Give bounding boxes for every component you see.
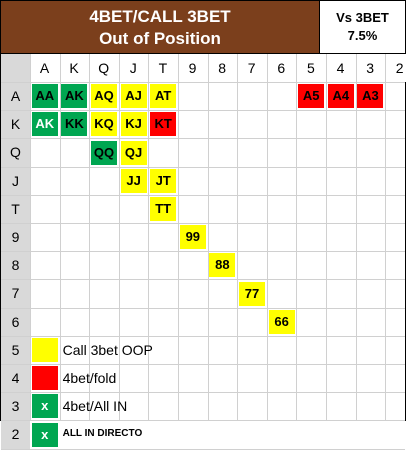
grid-line-horizontal [1, 307, 405, 309]
hand-cell-jj: JJ [120, 168, 147, 193]
column-header-8: 8 [207, 54, 237, 82]
hand-cell-99: 99 [179, 225, 206, 250]
row-header-8: 8 [1, 251, 30, 280]
hand-cell-qq: QQ [91, 140, 117, 165]
hand-cell-at: AT [150, 84, 177, 109]
row-header-A: A [1, 82, 30, 111]
column-header-A: A [30, 54, 59, 82]
grid-line-vertical [178, 54, 179, 420]
row-header-2: 2 [1, 420, 30, 449]
grid-line-vertical [296, 54, 298, 420]
hand-cell-88: 88 [209, 253, 236, 278]
column-header-4: 4 [326, 54, 355, 82]
grid-line-vertical [385, 54, 387, 420]
row-header-Q: Q [1, 138, 30, 167]
row-header-5: 5 [1, 335, 30, 364]
grid-line-horizontal [1, 166, 405, 168]
grid-line-vertical [326, 54, 327, 420]
grid-line-vertical [148, 54, 150, 420]
column-header-T: T [148, 54, 178, 82]
hand-cell-kt: KT [150, 112, 177, 137]
legend-label: 4bet/fold [62, 370, 117, 386]
row-header-4: 4 [1, 364, 30, 393]
title-line-2: Out of Position [99, 29, 221, 48]
grid-line-vertical [118, 54, 120, 420]
row-header-J: J [1, 166, 30, 195]
grid-line-horizontal [1, 335, 405, 337]
row-header-T: T [1, 194, 30, 223]
hand-cell-aa: AA [31, 84, 58, 109]
legend-label: 4bet/All IN [62, 398, 128, 415]
vs-label: Vs 3BET [336, 10, 389, 25]
grid-line-vertical [355, 54, 357, 420]
grid-line-horizontal [1, 251, 405, 253]
hand-cell-a5: A5 [298, 84, 325, 109]
grid-line-vertical [89, 54, 91, 420]
title-line-1: 4BET/CALL 3BET [89, 7, 231, 26]
hand-cell-tt: TT [150, 196, 177, 221]
legend-swatch-green: x [31, 422, 58, 447]
grid-line-horizontal [1, 82, 405, 83]
column-header-J: J [118, 54, 148, 82]
vs-3bet-box: Vs 3BET 7.5% [320, 1, 405, 54]
hand-cell-jt: JT [150, 168, 177, 193]
hand-cell-kk: KK [61, 112, 88, 137]
legend-label: ALL IN DIRECTO [62, 428, 143, 440]
row-header-7: 7 [1, 279, 30, 308]
column-header-3: 3 [355, 54, 385, 82]
grid-line-vertical [266, 54, 268, 420]
row-header-K: K [1, 110, 30, 139]
hand-cell-77: 77 [239, 281, 265, 306]
vs-percentage: 7.5% [347, 28, 378, 43]
hand-cell-aq: AQ [91, 84, 117, 109]
grid-line-vertical [207, 54, 209, 420]
grid-line-horizontal [1, 392, 405, 394]
hand-cell-a3: A3 [357, 84, 384, 109]
legend-label: Call 3bet OOP [62, 341, 153, 358]
column-header-Q: Q [89, 54, 119, 82]
row-header-6: 6 [1, 307, 30, 336]
hand-grid: A K Q J T 9 8 7 6 5 4 3 2 A K Q J T 9 8 7 6 5 4 3 2 AA AK AQ AJ AT A5 A4… [1, 54, 406, 450]
hand-cell-ak: AK [61, 84, 88, 109]
hand-cell-66: 66 [268, 309, 295, 334]
grid-line-horizontal [1, 110, 405, 112]
column-header-K: K [59, 54, 89, 82]
column-header-7: 7 [237, 54, 267, 82]
legend-swatch-yellow [31, 337, 58, 362]
grid-line-horizontal [1, 138, 405, 140]
column-header-2: 2 [385, 54, 406, 82]
hand-cell-qj: QJ [120, 140, 147, 165]
grid-line-horizontal [1, 279, 405, 281]
column-header-9: 9 [178, 54, 207, 82]
hand-cell-kj: KJ [120, 112, 147, 137]
legend-swatch-green: x [31, 394, 58, 419]
grid-line-vertical [30, 54, 31, 420]
row-header-9: 9 [1, 223, 30, 252]
hand-cell-aj: AJ [120, 84, 147, 109]
grid-line-horizontal [1, 364, 405, 365]
grid-line-horizontal [1, 194, 405, 196]
hand-cell-a4: A4 [327, 84, 354, 109]
column-header-5: 5 [296, 54, 326, 82]
grid-line-vertical [237, 54, 239, 420]
title-banner: 4BET/CALL 3BET Out of Position [1, 1, 320, 54]
hand-cell-kq: KQ [91, 112, 117, 137]
hand-cell-ak: AK [31, 112, 58, 137]
grid-line-horizontal [1, 448, 405, 450]
grid-line-vertical [59, 54, 61, 420]
row-header-3: 3 [1, 392, 30, 421]
column-header-6: 6 [266, 54, 296, 82]
grid-line-horizontal [1, 223, 405, 224]
corner-cell [1, 54, 30, 82]
legend-swatch-red [31, 366, 58, 391]
